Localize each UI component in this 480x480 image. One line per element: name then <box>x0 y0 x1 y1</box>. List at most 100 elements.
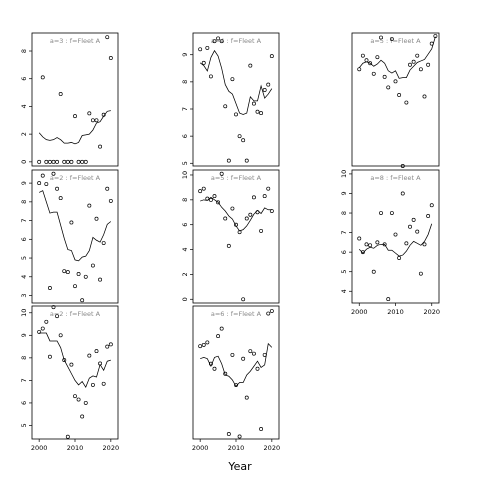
panel-title: a=2 : f=Fleet A <box>50 310 101 318</box>
data-point <box>379 35 383 40</box>
y-tick-label: 7 <box>20 378 28 382</box>
data-point <box>198 344 203 349</box>
y-tick-label: 9 <box>20 181 28 185</box>
data-point <box>382 74 387 79</box>
data-point <box>426 214 431 218</box>
data-point <box>255 366 260 371</box>
data-point <box>198 189 203 194</box>
data-point <box>216 334 221 339</box>
data-point <box>262 88 267 92</box>
x-axis-title: Year <box>228 460 252 473</box>
y-tick-label: 10 <box>340 170 348 178</box>
data-point <box>216 36 221 41</box>
data-point <box>51 305 56 310</box>
data-point <box>87 353 92 358</box>
data-point <box>248 212 253 217</box>
data-point <box>262 194 267 199</box>
data-point <box>105 35 110 40</box>
panel-4: a=2 : f=Fleet A 3 4 5 6 7 8 9 <box>20 169 119 304</box>
data-point <box>80 159 85 164</box>
data-point <box>429 203 434 208</box>
panel-7: a=2 : f=Fleet A 5 6 7 8 9 10 2000 2010 2020 <box>20 305 119 452</box>
y-tick-label: 4 <box>181 247 189 251</box>
y-tick-label: 0 <box>181 297 189 301</box>
data-point <box>400 191 405 196</box>
data-point <box>244 395 249 400</box>
x-tick-label: 2010 <box>228 444 245 452</box>
data-point <box>98 361 103 366</box>
y-tick-label: 8 <box>340 211 348 215</box>
data-point <box>397 93 402 97</box>
data-point <box>266 186 271 191</box>
data-point <box>44 319 49 324</box>
y-tick-label: 9 <box>340 191 348 195</box>
data-point <box>212 194 217 199</box>
data-point <box>371 269 376 274</box>
y-tick-label: 7 <box>20 219 28 223</box>
data-point <box>408 62 412 67</box>
data-point <box>248 349 253 354</box>
panel-frame <box>31 32 119 167</box>
data-point <box>55 314 60 319</box>
y-tick-label: 7 <box>340 231 348 235</box>
y-tick-label: 6 <box>181 134 189 138</box>
data-point <box>389 211 394 215</box>
fitted-line <box>358 223 433 257</box>
data-point <box>226 158 231 163</box>
panel-title: a=3 : f=Fleet A <box>50 37 101 45</box>
data-point <box>212 366 217 371</box>
data-point <box>58 92 63 96</box>
data-point <box>368 243 373 248</box>
fitted-line <box>199 49 273 115</box>
data-point <box>418 271 423 276</box>
data-point <box>241 138 246 143</box>
y-tick-label: 4 <box>340 289 348 293</box>
y-tick-label: 8 <box>20 356 28 360</box>
data-point <box>90 263 95 268</box>
data-point <box>269 54 274 59</box>
x-tick-label: 2000 <box>31 444 48 452</box>
data-point <box>83 159 88 164</box>
data-point <box>375 240 380 245</box>
data-point <box>230 352 235 357</box>
panel-8: a=6 : f=Fleet A 2000 2010 2020 <box>192 305 280 452</box>
data-point <box>101 381 106 386</box>
data-point <box>382 242 387 247</box>
data-point <box>415 229 420 234</box>
y-tick-label: 3 <box>20 293 28 297</box>
data-point <box>58 333 63 338</box>
y-tick-label: 6 <box>20 401 28 405</box>
data-point <box>223 104 228 109</box>
data-point <box>76 397 81 402</box>
data-point <box>375 55 380 60</box>
data-point <box>386 85 391 90</box>
data-point <box>411 59 416 64</box>
panel-title: a=4 : f=Fleet A <box>211 37 262 45</box>
data-point <box>241 356 246 361</box>
data-point <box>234 112 238 117</box>
data-point <box>371 71 376 76</box>
data-point <box>205 45 210 50</box>
y-tick-label: 5 <box>20 423 28 427</box>
panel-frame <box>192 169 280 304</box>
y-tick-label: 6 <box>181 223 189 227</box>
data-point <box>404 100 409 105</box>
panel-title: a=2 : f=Fleet A <box>50 174 101 182</box>
data-point <box>251 351 256 356</box>
data-point <box>94 349 99 354</box>
data-point <box>101 241 106 246</box>
panel-5: a=5 : f=Fleet A 0 2 4 6 8 10 <box>181 169 280 304</box>
data-point <box>368 61 373 66</box>
data-point <box>262 352 267 357</box>
data-point <box>241 297 246 302</box>
data-point <box>364 242 369 247</box>
data-point <box>237 134 242 139</box>
data-point <box>357 67 362 72</box>
data-point <box>47 286 52 290</box>
data-point <box>386 297 391 302</box>
data-point <box>62 159 67 164</box>
data-point <box>415 53 420 58</box>
data-point <box>94 118 99 123</box>
data-point <box>259 111 264 116</box>
data-point <box>248 63 253 68</box>
